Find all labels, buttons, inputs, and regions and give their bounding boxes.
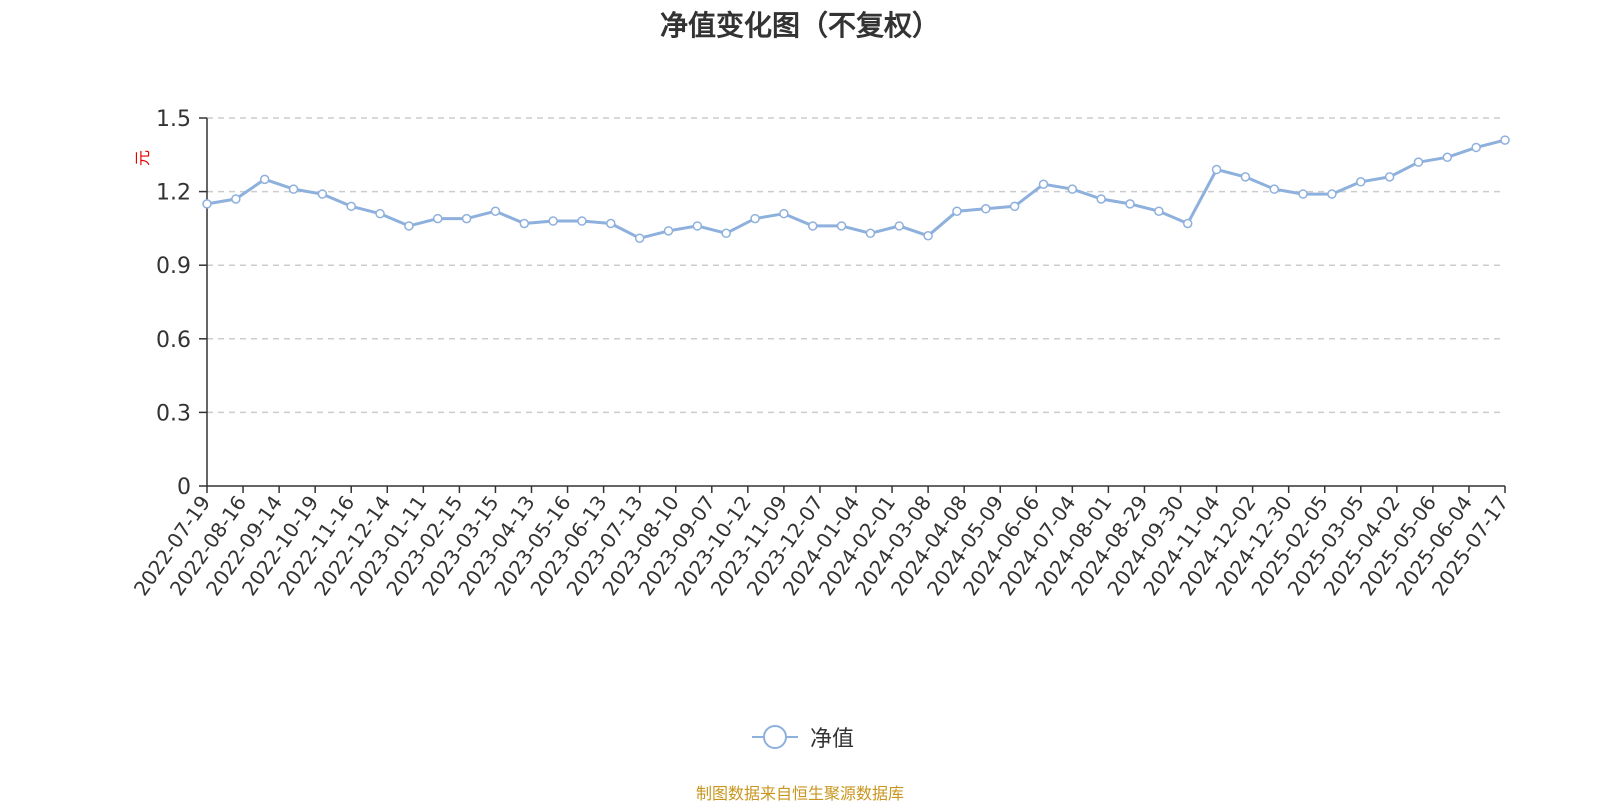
data-point xyxy=(1384,172,1395,182)
data-point xyxy=(1442,152,1453,163)
y-tick-label: 1.5 xyxy=(156,107,191,132)
data-point xyxy=(231,194,241,204)
y-tick-label: 0.9 xyxy=(156,254,191,279)
y-tick-label: 0.3 xyxy=(156,401,191,426)
y-axis-unit-label: 元 xyxy=(133,150,152,166)
data-point xyxy=(1500,135,1510,145)
data-point xyxy=(1356,177,1366,187)
y-tick-label: 1.2 xyxy=(156,181,191,206)
data-point xyxy=(634,233,645,243)
data-point xyxy=(750,213,760,224)
data-point xyxy=(1009,201,1020,212)
series-markers xyxy=(202,135,1510,243)
data-point xyxy=(202,199,212,209)
data-point xyxy=(836,221,847,231)
data-point xyxy=(375,208,385,219)
data-point xyxy=(288,184,299,194)
data-point xyxy=(317,189,328,199)
data-point xyxy=(519,218,530,229)
data-point xyxy=(1096,194,1106,204)
series-line-nav xyxy=(206,138,1506,240)
data-point xyxy=(577,216,587,226)
data-point xyxy=(923,231,933,241)
data-point xyxy=(1471,142,1481,153)
data-point xyxy=(490,206,501,216)
data-point xyxy=(952,206,962,216)
data-point xyxy=(1269,184,1279,194)
data-point xyxy=(663,226,674,236)
data-point xyxy=(981,204,991,214)
data-point xyxy=(1298,189,1308,199)
data-point xyxy=(461,213,472,224)
data-point xyxy=(1182,218,1193,229)
data-point xyxy=(346,201,356,212)
grid-lines xyxy=(207,117,1505,414)
chart-title: 净值变化图（不复权） xyxy=(659,9,940,42)
data-point xyxy=(865,228,876,239)
data-point xyxy=(779,208,789,219)
data-point xyxy=(259,174,270,185)
data-point xyxy=(1125,199,1135,209)
data-point xyxy=(1067,184,1078,194)
data-point xyxy=(721,228,731,239)
data-point xyxy=(692,221,703,231)
data-point xyxy=(1211,164,1222,175)
data-point xyxy=(1038,179,1049,189)
data-point xyxy=(807,221,818,231)
data-point xyxy=(404,221,414,231)
y-tick-label: 0 xyxy=(177,475,191,500)
data-point xyxy=(894,221,905,231)
legend-label: 净值 xyxy=(810,727,855,752)
data-point xyxy=(1154,206,1164,216)
data-point xyxy=(1413,157,1424,167)
x-tick-labels: 2022-07-192022-08-162022-09-142022-10-19… xyxy=(129,491,1513,600)
legend-line-circle-icon xyxy=(752,725,798,749)
y-tick-label: 0.6 xyxy=(156,328,191,353)
data-source-note: 制图数据来自恒生聚源数据库 xyxy=(695,784,904,803)
y-tick-labels: 0 0.3 0.6 0.9 1.2 1.5 xyxy=(156,107,191,500)
data-point xyxy=(1327,189,1337,199)
data-point xyxy=(548,216,558,226)
data-point xyxy=(1240,172,1251,182)
data-point xyxy=(606,218,616,229)
legend[interactable]: 净值 xyxy=(750,722,854,752)
data-point xyxy=(433,213,443,224)
axes xyxy=(199,117,1506,493)
